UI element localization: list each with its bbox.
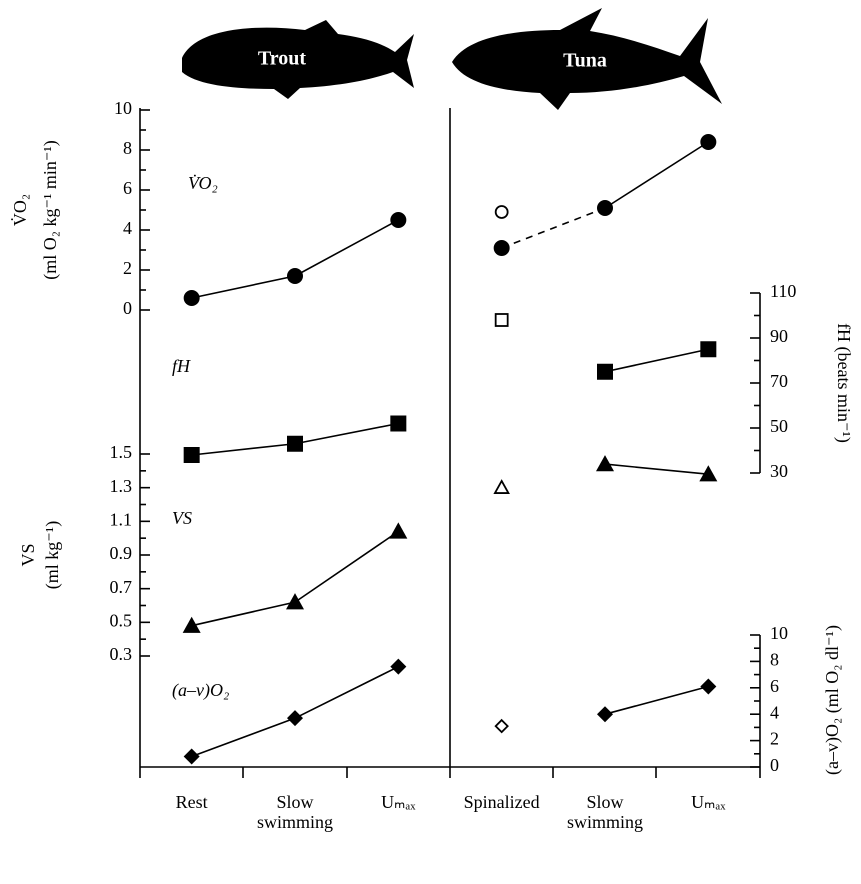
y-tick-label: 1.5 bbox=[110, 442, 133, 462]
x-tick-label: Spinalized bbox=[450, 792, 554, 812]
y-tick-label: 4 bbox=[770, 702, 779, 722]
series-line bbox=[192, 276, 295, 298]
y-tick-label: 8 bbox=[123, 138, 132, 158]
y-tick-label: 8 bbox=[770, 650, 779, 670]
y-tick-label: 30 bbox=[770, 461, 788, 481]
triangle-marker bbox=[286, 593, 304, 609]
y-tick-label: 110 bbox=[770, 281, 796, 301]
y-tick-label: 10 bbox=[114, 98, 132, 118]
y-tick-label: 2 bbox=[123, 258, 132, 278]
circle-marker bbox=[184, 290, 200, 306]
diamond-marker bbox=[390, 659, 406, 675]
circle-marker bbox=[496, 206, 508, 218]
x-tick-label: Uₘₐₓ bbox=[346, 792, 450, 812]
triangle-marker bbox=[495, 481, 509, 493]
y-axis-title: (ml O₂ kg⁻¹ min⁻¹) bbox=[40, 140, 61, 280]
y-tick-label: 0.5 bbox=[110, 610, 133, 630]
y-tick-label: 10 bbox=[770, 623, 788, 643]
diamond-marker bbox=[287, 710, 303, 726]
square-marker bbox=[287, 436, 303, 452]
series-line bbox=[605, 349, 708, 372]
diamond-marker bbox=[184, 748, 200, 764]
circle-marker bbox=[494, 240, 510, 256]
y-axis-title: VS bbox=[18, 543, 38, 566]
y-axis-title: (a–v)O₂ (ml O₂ dl⁻¹) bbox=[822, 625, 843, 775]
series-line bbox=[295, 220, 398, 276]
square-marker bbox=[184, 447, 200, 463]
series-label: (a–v)O₂ bbox=[172, 680, 229, 701]
series-line bbox=[295, 531, 398, 602]
circle-marker bbox=[287, 268, 303, 284]
diamond-marker bbox=[496, 720, 508, 732]
square-marker bbox=[496, 314, 508, 326]
y-axis-title: fH (beats min⁻¹) bbox=[833, 323, 854, 443]
x-ticks bbox=[140, 767, 760, 778]
diamond-marker bbox=[700, 678, 716, 694]
triangle-marker bbox=[596, 455, 614, 471]
series-label: VS bbox=[172, 508, 192, 528]
square-marker bbox=[700, 341, 716, 357]
y-axis-title: V̇O₂ bbox=[9, 194, 30, 226]
circle-marker bbox=[597, 200, 613, 216]
panel-title: Tuna bbox=[563, 50, 607, 72]
x-tick-label: Uₘₐₓ bbox=[656, 792, 760, 812]
y-tick-label: 1.3 bbox=[110, 476, 133, 496]
y-axis-title: (ml kg⁻¹) bbox=[42, 521, 63, 589]
y-tick-label: 1.1 bbox=[110, 509, 133, 529]
diamond-marker bbox=[597, 706, 613, 722]
y-tick-label: 0 bbox=[770, 755, 779, 775]
series-line bbox=[192, 718, 295, 756]
y-tick-label: 90 bbox=[770, 326, 788, 346]
y-tick-label: 6 bbox=[123, 178, 132, 198]
series-label: V̇O₂ bbox=[188, 172, 218, 193]
series-line bbox=[502, 208, 605, 248]
series-line bbox=[192, 602, 295, 626]
y-tick-label: 0 bbox=[123, 298, 132, 318]
page: Trout Tuna 0 2 4 6 8 10 V̇O₂ (ml O₂ kg⁻¹ min⁻¹)… bbox=[0, 0, 861, 884]
x-tick-label: Rest bbox=[140, 792, 244, 812]
y-tick-label: 50 bbox=[770, 416, 788, 436]
y-tick-label: 0.9 bbox=[110, 543, 133, 563]
series-line bbox=[605, 142, 708, 208]
series-line bbox=[295, 424, 398, 444]
y-tick-label: 70 bbox=[770, 371, 788, 391]
square-marker bbox=[597, 364, 613, 380]
series-line bbox=[295, 667, 398, 718]
triangle-marker bbox=[389, 522, 407, 538]
circle-marker bbox=[390, 212, 406, 228]
circle-marker bbox=[700, 134, 716, 150]
panel-title: Trout bbox=[258, 48, 306, 70]
x-tick-label: Slow swimming bbox=[243, 792, 347, 832]
y-tick-label: 4 bbox=[123, 218, 132, 238]
series-line bbox=[605, 464, 708, 474]
y-tick-label: 0.7 bbox=[110, 577, 133, 597]
series-label: fH bbox=[172, 356, 191, 376]
y-tick-label: 6 bbox=[770, 676, 779, 696]
series-line bbox=[605, 686, 708, 714]
y-tick-label: 0.3 bbox=[110, 644, 133, 664]
chart: Trout Tuna 0 2 4 6 8 10 V̇O₂ (ml O₂ kg⁻¹ min⁻¹)… bbox=[0, 0, 861, 884]
x-tick-label: Slow swimming bbox=[553, 792, 657, 832]
square-marker bbox=[390, 416, 406, 432]
series-line bbox=[192, 444, 295, 455]
y-tick-label: 2 bbox=[770, 729, 779, 749]
